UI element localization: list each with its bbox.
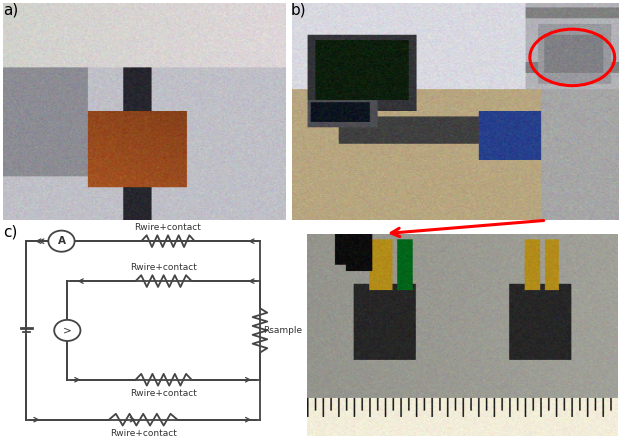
Text: c): c): [3, 225, 17, 240]
Text: Rwire+contact: Rwire+contact: [110, 429, 176, 437]
Text: b): b): [291, 2, 306, 17]
Circle shape: [54, 320, 81, 341]
Text: a): a): [3, 2, 19, 17]
Text: Rwire+contact: Rwire+contact: [130, 388, 197, 398]
Text: >: >: [63, 325, 71, 336]
Text: A: A: [58, 236, 65, 246]
Circle shape: [48, 231, 75, 252]
Text: Rwire+contact: Rwire+contact: [130, 263, 197, 272]
Text: Rsample: Rsample: [263, 326, 302, 335]
Text: Rwire+contact: Rwire+contact: [135, 223, 201, 232]
